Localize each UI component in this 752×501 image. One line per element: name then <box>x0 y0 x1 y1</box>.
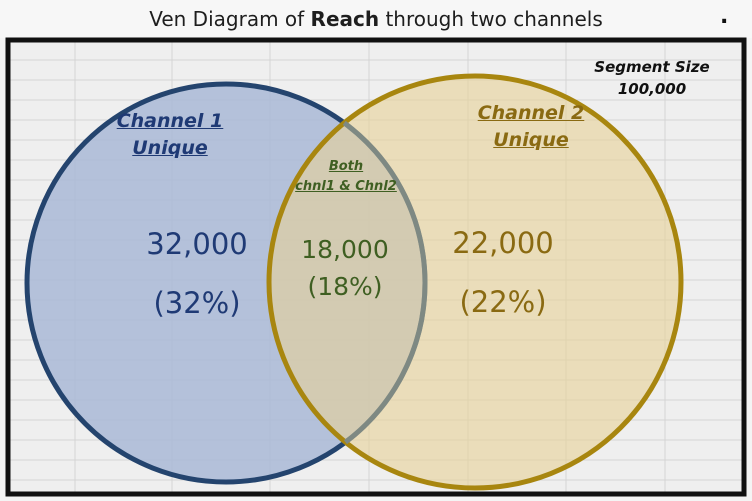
segment-size-label: Segment Size <box>594 58 710 76</box>
title-bar <box>0 0 752 38</box>
title-bold-word: Reach <box>310 7 380 31</box>
channel1-heading: Channel 1 Unique <box>90 108 250 162</box>
segment-size: Segment Size 100,000 <box>582 56 722 100</box>
both-heading-line2: chnl1 & Chnl2 <box>295 179 397 194</box>
overlap-boundary <box>342 120 428 445</box>
channel2-circle <box>266 73 684 491</box>
segment-size-value: 100,000 <box>617 80 687 98</box>
channel2-heading-line1: Channel 2 <box>477 102 585 124</box>
both-count: 18,000 <box>301 235 389 264</box>
channel1-count: 32,000 <box>146 227 248 261</box>
title-suffix: through two channels <box>379 7 603 31</box>
channel2-count: 22,000 <box>452 226 554 260</box>
channel2-heading: Channel 2 Unique <box>451 100 611 154</box>
channel2-heading-line2: Unique <box>493 129 569 151</box>
diagram-frame <box>5 37 747 497</box>
corner-mark: . <box>720 4 729 29</box>
channel1-heading-line1: Channel 1 <box>116 110 224 132</box>
both-heading: Both chnl1 & Chnl2 <box>276 157 416 197</box>
both-heading-line1: Both <box>328 159 364 174</box>
channel1-heading-line2: Unique <box>132 137 208 159</box>
both-percent: (18%) <box>307 272 383 301</box>
title-prefix: Ven Diagram of <box>149 7 311 31</box>
diagram-title: Ven Diagram of Reach through two channel… <box>0 7 752 31</box>
channel2-percent: (22%) <box>459 285 547 319</box>
channel1-percent: (32%) <box>153 286 241 320</box>
